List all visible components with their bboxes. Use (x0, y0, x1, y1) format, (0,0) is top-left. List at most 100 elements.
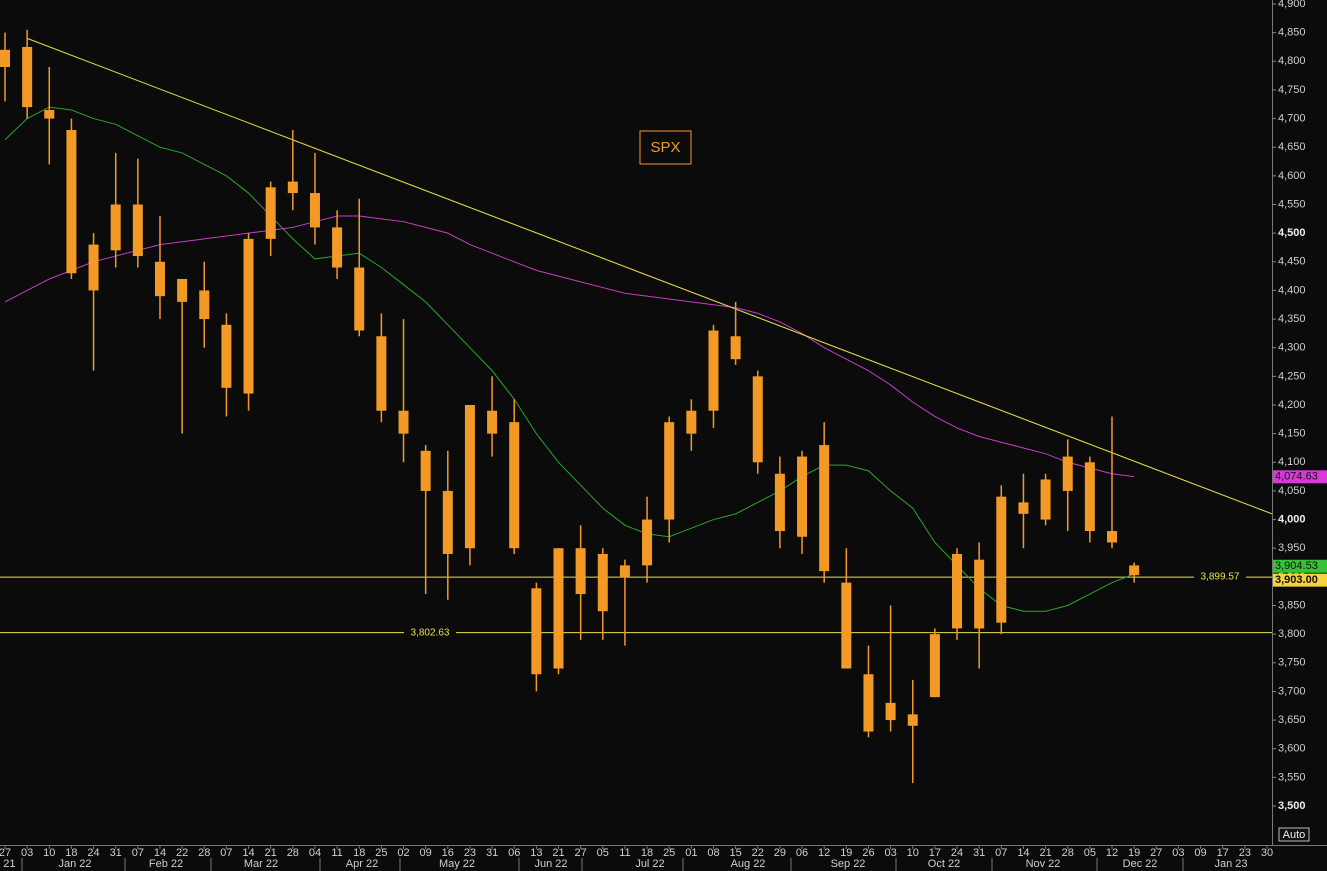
candle-body (686, 410, 697, 434)
month-label: Mar 22 (244, 858, 278, 870)
x-tick-label: 07 (132, 847, 144, 859)
candle-body (730, 336, 741, 360)
x-tick-label: 15 (729, 847, 741, 859)
candle-body (1040, 479, 1051, 520)
candle-body (752, 376, 763, 463)
x-tick-label: 16 (442, 847, 454, 859)
x-tick-label: 06 (508, 847, 520, 859)
y-tick-label: 3,550 (1278, 771, 1306, 783)
candle-body (354, 267, 365, 331)
price-tag-label: 4,074.63 (1275, 471, 1318, 483)
auto-button[interactable] (1278, 827, 1310, 842)
candle-body (1018, 502, 1029, 514)
x-tick-label: 23 (464, 847, 476, 859)
title-box (639, 130, 692, 165)
candle-body (1084, 462, 1095, 532)
x-tick-label: 10 (43, 847, 55, 859)
candle-body (929, 634, 940, 698)
y-tick-label: 4,850 (1278, 27, 1306, 39)
month-label: Jan 23 (1214, 858, 1247, 870)
candle-body (664, 422, 675, 520)
x-tick-label: 14 (242, 847, 254, 859)
candle-body (841, 582, 852, 669)
month-label: Oct 22 (928, 858, 960, 870)
x-tick-label: 07 (995, 847, 1007, 859)
x-tick-label: 03 (21, 847, 33, 859)
candle-body (819, 445, 830, 572)
y-tick-label: 4,550 (1278, 198, 1306, 210)
candle-body (907, 714, 918, 726)
candle-body (88, 244, 99, 291)
y-tick-label: 4,250 (1278, 370, 1306, 382)
y-tick-label: 4,450 (1278, 256, 1306, 268)
x-tick-label: 02 (397, 847, 409, 859)
x-tick-label: 01 (685, 847, 697, 859)
x-tick-label: 17 (929, 847, 941, 859)
candle-body (885, 702, 896, 721)
y-tick-label: 4,700 (1278, 112, 1306, 124)
y-tick-label: 3,700 (1278, 685, 1306, 697)
y-tick-label: 4,350 (1278, 313, 1306, 325)
auto-button-label[interactable]: Auto (1283, 829, 1306, 841)
month-label: Jan 22 (58, 858, 91, 870)
candle-body (398, 410, 409, 434)
candle-body (66, 130, 77, 274)
y-tick-label: 4,650 (1278, 141, 1306, 153)
candle-body (0, 49, 10, 68)
x-tick-label: 25 (663, 847, 675, 859)
candle-body (287, 181, 298, 194)
y-tick-label: 4,800 (1278, 55, 1306, 67)
candle-body (952, 553, 963, 629)
x-tick-label: 31 (486, 847, 498, 859)
level-label: 3,899.57 (1201, 572, 1240, 583)
x-tick-label: 03 (1172, 847, 1184, 859)
trendline (26, 37, 1273, 515)
y-tick-label: 3,750 (1278, 657, 1306, 669)
y-tick-label: 3,600 (1278, 743, 1306, 755)
y-tick-label: 4,200 (1278, 399, 1306, 411)
x-tick-label: 31 (973, 847, 985, 859)
x-tick-label: 03 (884, 847, 896, 859)
month-label: Dec 22 (1123, 858, 1158, 870)
x-tick-label: 18 (65, 847, 77, 859)
x-tick-label: 05 (597, 847, 609, 859)
x-tick-label: 26 (862, 847, 874, 859)
x-tick-label: 18 (641, 847, 653, 859)
price-tag-label: 3,904.53 (1275, 560, 1318, 572)
x-tick-label: 09 (1194, 847, 1206, 859)
month-label: Jul 22 (635, 858, 664, 870)
y-tick-label: 4,300 (1278, 342, 1306, 354)
candle-body (199, 290, 210, 320)
x-tick-label: 28 (1062, 847, 1074, 859)
x-tick-label: 05 (1084, 847, 1096, 859)
candle-body (442, 490, 453, 554)
candle-body (1107, 531, 1117, 543)
candle-body (464, 405, 475, 549)
x-tick-label: 21 (552, 847, 564, 859)
moving-average (4, 106, 1135, 612)
candle-body (132, 204, 143, 257)
y-tick-label: 3,500 (1278, 800, 1306, 812)
chart-title: SPX (650, 139, 680, 156)
price-tag (1273, 573, 1327, 587)
month-label: Jun 22 (534, 858, 567, 870)
candle-body (177, 278, 188, 302)
month-label: Apr 22 (346, 858, 378, 870)
candle-body (44, 109, 55, 119)
x-tick-label: 29 (774, 847, 786, 859)
x-tick-label: 27 (1150, 847, 1162, 859)
y-tick-label: 4,900 (1278, 0, 1306, 10)
x-tick-label: 19 (840, 847, 852, 859)
y-tick-label: 3,650 (1278, 714, 1306, 726)
candle-body (575, 548, 586, 595)
x-tick-label: 12 (1106, 847, 1118, 859)
candle-body (309, 193, 320, 228)
y-tick-label: 4,150 (1278, 428, 1306, 440)
y-tick-label: 3,950 (1278, 542, 1306, 554)
level-label-bg (404, 625, 456, 639)
candle-body (996, 496, 1007, 623)
y-tick-label: 4,400 (1278, 284, 1306, 296)
y-tick-label: 4,050 (1278, 485, 1306, 497)
